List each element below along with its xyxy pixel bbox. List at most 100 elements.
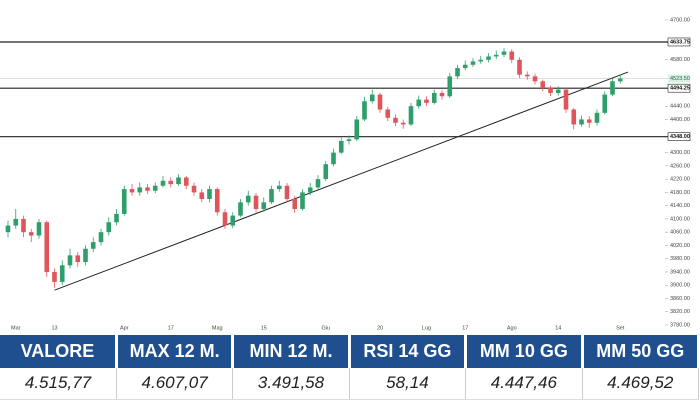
candle-body <box>354 119 360 140</box>
candle-body <box>269 189 274 203</box>
candle-body <box>307 187 313 193</box>
value-row: 4.515,77 4.607,07 3.491,58 58,14 4.447,46 4.4… <box>0 367 700 400</box>
candle-body <box>222 212 228 226</box>
candle-body <box>183 177 189 186</box>
stats-table: VALORE MAX 12 M. MIN 12 M. RSI 14 GG MM 10 G… <box>0 335 700 400</box>
x-tick-label: Lug <box>422 325 431 331</box>
price-tag-label: 4523.50 <box>670 76 690 82</box>
candle-body <box>517 59 522 75</box>
candle-body <box>540 81 546 88</box>
y-tick-label: 4180.00 <box>670 190 690 196</box>
candle-body <box>36 222 42 236</box>
candle-body <box>276 185 282 190</box>
header-cell: RSI 14 GG <box>349 335 468 368</box>
candle-body <box>176 177 181 185</box>
candle-body <box>385 109 391 118</box>
candle-body <box>21 218 26 233</box>
value-cell: 3.491,58 <box>232 367 350 400</box>
candle-body <box>59 265 65 282</box>
value-cell: 4.607,07 <box>116 367 234 400</box>
candle-body <box>28 232 34 236</box>
y-tick-label: 4260.00 <box>670 163 690 169</box>
candle-body <box>470 61 476 65</box>
candle-body <box>393 117 398 123</box>
candle-body <box>408 106 414 125</box>
value-cell: 4.447,46 <box>465 367 583 400</box>
level-label: 4348.00 <box>670 134 690 140</box>
candle-body <box>292 199 298 209</box>
header-cell: MAX 12 M. <box>116 335 235 368</box>
trendline <box>54 71 629 291</box>
x-tick-label: 13 <box>51 325 57 331</box>
candle-body <box>52 271 57 282</box>
candle-body <box>44 222 50 272</box>
y-tick-label: 4140.00 <box>670 203 690 209</box>
candle-body <box>501 51 507 55</box>
candle-body <box>207 189 212 200</box>
candle-body <box>524 74 530 77</box>
y-tick-label: 3780.00 <box>670 322 690 328</box>
candle-body <box>424 99 429 103</box>
y-tick-label: 3860.00 <box>670 296 690 302</box>
candle-body <box>214 189 220 213</box>
value-cell: 58,14 <box>349 367 467 400</box>
candle-body <box>160 180 166 186</box>
candle-body <box>75 255 81 263</box>
candle-body <box>253 195 259 209</box>
candle-body <box>13 218 19 226</box>
level-label: 4633.75 <box>670 39 690 45</box>
candle-body <box>121 189 127 214</box>
candle-body <box>362 101 367 120</box>
candle-body <box>323 164 329 180</box>
candle-body <box>610 81 615 95</box>
x-tick-label: Mar <box>11 325 21 331</box>
y-tick-label: 3980.00 <box>670 256 690 262</box>
x-tick-label: Set <box>616 325 625 331</box>
header-cell: MM 10 GG <box>465 335 584 368</box>
x-tick-label: Ago <box>507 325 517 331</box>
y-tick-label: 4580.00 <box>670 57 690 63</box>
y-tick-label: 4440.00 <box>670 104 690 110</box>
level-tag <box>667 132 691 141</box>
level-tag <box>667 37 691 47</box>
candle-body <box>106 222 112 233</box>
x-tick-label: Giu <box>321 325 330 331</box>
candle-body <box>191 185 197 193</box>
candle-body <box>377 94 383 110</box>
candle-body <box>586 119 592 123</box>
header-row: VALORE MAX 12 M. MIN 12 M. RSI 14 GG MM 10 G… <box>0 335 700 368</box>
value-cell: 4.515,77 <box>0 367 117 400</box>
x-tick-label: 15 <box>261 325 267 331</box>
candle-body <box>602 94 608 113</box>
candle-body <box>346 139 352 142</box>
candle-body <box>98 232 104 243</box>
header-cell: VALORE <box>0 335 118 368</box>
candle-body <box>114 213 119 223</box>
candle-body <box>261 202 267 209</box>
candle-body <box>300 192 305 209</box>
candle-body <box>486 56 491 60</box>
candle-body <box>90 242 96 249</box>
y-tick-label: 4300.00 <box>670 150 690 156</box>
candle-body <box>571 109 577 125</box>
candle-body <box>245 195 251 203</box>
y-tick-label: 4100.00 <box>670 216 690 222</box>
x-tick-label: 20 <box>377 325 383 331</box>
candle-body <box>284 185 290 200</box>
candle-body <box>509 51 515 60</box>
x-tick-label: 17 <box>462 325 468 331</box>
candle-body <box>548 87 553 93</box>
level-label: 4494.25 <box>670 86 690 92</box>
candle-body <box>478 59 484 62</box>
candle-body <box>5 225 11 233</box>
candle-body <box>439 92 445 97</box>
candle-body <box>617 78 623 82</box>
candle-body <box>238 202 243 216</box>
y-tick-label: 3820.00 <box>670 309 690 315</box>
candle-body <box>168 180 174 185</box>
x-tick-label: Mag <box>212 325 223 331</box>
candle-body <box>416 99 422 107</box>
candle-body <box>331 152 336 165</box>
candle-body <box>369 94 375 102</box>
